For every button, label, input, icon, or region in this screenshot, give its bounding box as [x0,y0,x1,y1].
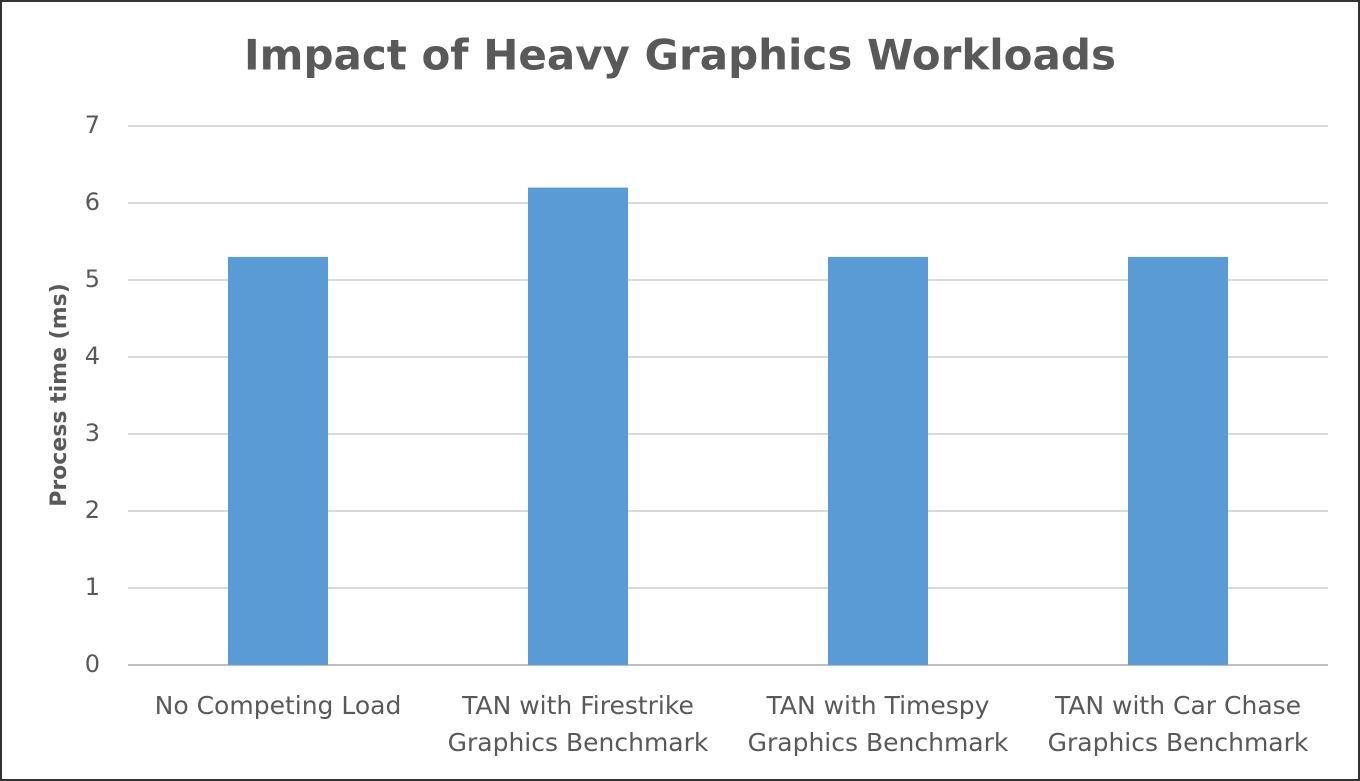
y-tick-label: 7 [85,111,100,139]
chart-title: Impact of Heavy Graphics Workloads [244,31,1116,80]
bar [828,256,928,665]
x-tick-label: No Competing Load [154,691,402,720]
y-tick-label: 4 [85,342,100,370]
x-tick-label: TAN with Firestrike Graphics Benchmark [447,691,709,757]
y-tick-label: 0 [85,650,100,678]
bar [528,187,628,665]
y-tick-label: 1 [85,573,100,601]
y-axis-label: Process time (ms) [47,283,72,507]
y-tick-label: 5 [85,265,100,293]
y-tick-label: 2 [85,496,100,524]
bar [228,256,328,665]
x-tick-label: TAN with Timespy Graphics Benchmark [747,691,1009,757]
y-tick-label: 3 [85,419,100,447]
y-tick-label: 6 [85,188,100,216]
x-tick-label: TAN with Car Chase Graphics Benchmark [1047,691,1309,757]
bar [1128,256,1228,665]
